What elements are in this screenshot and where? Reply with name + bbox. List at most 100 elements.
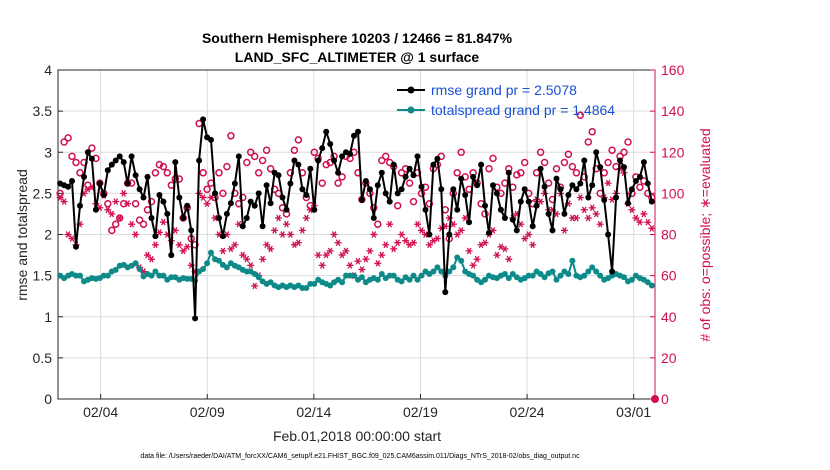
point-obs-evaluated — [227, 245, 235, 253]
y-axis-left-label: rmse and totalspread — [14, 169, 30, 301]
point-rmse — [636, 173, 643, 180]
point-obs-possible — [243, 158, 251, 167]
point-rmse — [84, 149, 91, 156]
point-obs-possible — [199, 169, 207, 177]
point-obs-possible — [453, 169, 461, 177]
point-rmse — [168, 252, 175, 259]
legend-marker-rmse — [407, 86, 415, 94]
point-obs-evaluated — [286, 231, 294, 238]
point-rmse — [184, 202, 191, 209]
point-totalspread — [644, 279, 651, 286]
point-rmse — [347, 150, 353, 157]
point-obs-possible — [536, 148, 545, 157]
point-rmse — [339, 153, 346, 160]
point-rmse — [581, 157, 588, 164]
point-rmse — [517, 198, 524, 205]
point-totalspread — [505, 275, 512, 282]
point-totalspread — [406, 276, 413, 283]
point-obs-possible — [397, 169, 406, 177]
point-rmse — [426, 231, 433, 238]
point-obs-evaluated — [199, 194, 207, 201]
point-obs-evaluated — [271, 227, 279, 234]
point-obs-evaluated — [104, 206, 112, 214]
point-rmse — [569, 182, 576, 189]
point-obs-evaluated — [314, 251, 322, 259]
point-obs-possible — [254, 169, 263, 177]
point-rmse — [219, 233, 226, 240]
point-obs-evaluated — [283, 220, 290, 228]
point-obs-evaluated — [402, 237, 410, 245]
point-rmse — [176, 194, 183, 201]
point-rmse — [319, 145, 326, 152]
point-rmse — [486, 229, 492, 236]
point-rmse — [152, 233, 159, 240]
point-obs-evaluated — [326, 247, 334, 255]
point-obs-evaluated — [124, 200, 132, 208]
point-totalspread — [589, 264, 596, 271]
point-rmse — [609, 268, 616, 275]
y-right-tick-label: 80 — [661, 227, 677, 243]
point-obs-evaluated — [159, 218, 167, 226]
point-obs-evaluated — [537, 198, 545, 205]
point-rmse — [283, 206, 290, 213]
x-tick-label: 02/04 — [83, 404, 118, 420]
point-obs-evaluated — [366, 247, 374, 255]
point-obs-evaluated — [560, 227, 568, 234]
point-obs-evaluated — [394, 239, 402, 247]
point-rmse — [355, 128, 361, 135]
point-totalspread — [200, 266, 207, 272]
point-totalspread — [255, 274, 262, 281]
point-obs-evaluated — [588, 204, 596, 212]
y-right-tick-label: 160 — [661, 62, 685, 78]
point-obs-evaluated — [354, 257, 362, 265]
point-rmse — [553, 175, 560, 182]
y-axis-right-ticks: 0 20 40 60 80 100 120 140 160 — [650, 62, 685, 407]
point-obs-evaluated — [175, 241, 183, 249]
point-rmse — [557, 186, 564, 193]
point-obs-possible — [544, 179, 553, 187]
point-obs-possible — [374, 220, 382, 228]
point-rmse — [196, 157, 203, 164]
point-totalspread — [434, 264, 441, 271]
series-obs-evaluated — [56, 165, 656, 290]
chart-title-line1: Southern Hemisphere 10203 / 12466 = 81.8… — [202, 30, 513, 46]
point-rmse — [644, 180, 651, 187]
point-totalspread — [418, 272, 425, 279]
point-obs-possible — [72, 158, 80, 167]
point-rmse — [628, 186, 635, 193]
point-rmse — [120, 159, 127, 166]
point-rmse — [259, 223, 266, 230]
point-rmse — [331, 157, 338, 164]
point-obs-possible — [588, 127, 596, 136]
point-totalspread — [358, 274, 365, 281]
point-rmse — [501, 215, 508, 221]
y-right-tick-label: 100 — [661, 185, 685, 201]
point-obs-possible — [266, 164, 275, 173]
point-obs-evaluated — [362, 255, 370, 263]
point-rmse — [216, 215, 222, 221]
point-obs-evaluated — [334, 239, 342, 247]
point-rmse — [251, 202, 258, 209]
point-rmse — [490, 182, 496, 189]
point-obs-possible — [239, 193, 247, 202]
point-obs-possible — [608, 146, 616, 154]
point-obs-evaluated — [390, 245, 398, 253]
point-rmse — [351, 132, 357, 139]
point-rmse — [648, 198, 655, 205]
point-obs-evaluated — [525, 231, 533, 238]
point-obs-possible — [147, 197, 156, 206]
point-obs-possible — [290, 146, 299, 154]
point-obs-evaluated — [151, 241, 159, 249]
point-rmse — [112, 157, 119, 164]
point-obs-evaluated — [279, 231, 286, 238]
point-rmse — [172, 159, 179, 166]
point-rmse — [505, 169, 512, 176]
obs-zero-marker — [651, 395, 659, 403]
point-obs-possible — [409, 197, 418, 206]
point-obs-possible — [76, 169, 84, 177]
point-rmse — [521, 186, 528, 193]
point-totalspread — [374, 276, 381, 283]
point-obs-possible — [620, 148, 628, 157]
x-tick-label: 02/14 — [296, 404, 331, 420]
